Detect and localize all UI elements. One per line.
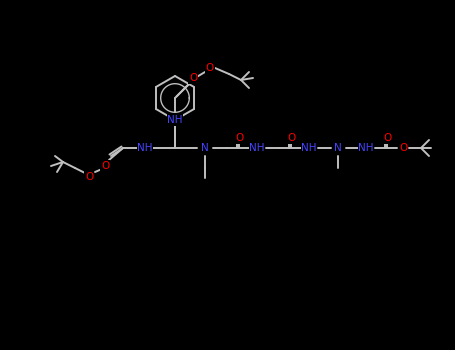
Text: N: N (334, 143, 342, 153)
Text: NH: NH (358, 143, 374, 153)
Text: O: O (235, 133, 243, 143)
Text: NH: NH (249, 143, 265, 153)
Text: N: N (201, 143, 209, 153)
Text: NH: NH (301, 143, 317, 153)
Text: O: O (101, 161, 109, 171)
Text: O: O (206, 63, 214, 73)
Text: O: O (399, 143, 407, 153)
Text: O: O (85, 172, 93, 182)
Text: O: O (383, 133, 391, 143)
Text: NH: NH (167, 115, 183, 125)
Text: NH: NH (137, 143, 153, 153)
Text: O: O (287, 133, 295, 143)
Text: O: O (189, 73, 197, 83)
